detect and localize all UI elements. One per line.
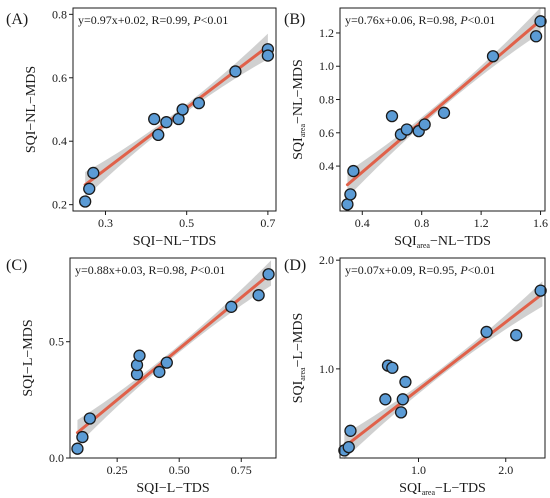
x-tick-label: 1.2 — [474, 216, 489, 230]
panel-label: (C) — [6, 257, 27, 274]
data-point — [400, 123, 413, 136]
data-point — [385, 110, 399, 123]
regression-equation: y=0.88x+0.03, R=0.98, P<0.01 — [75, 263, 225, 277]
y-tick-label: 1.0 — [319, 362, 334, 376]
x-tick-label: 0.50 — [169, 463, 190, 477]
data-point — [160, 356, 173, 369]
x-tick-label: 2.0 — [498, 463, 513, 477]
data-point — [399, 375, 412, 389]
data-point — [341, 198, 354, 211]
x-tick-label: 0.4 — [355, 216, 370, 230]
data-point — [133, 349, 146, 362]
y-tick-label: 1.2 — [319, 26, 334, 40]
data-point — [379, 393, 392, 406]
y-tick-label: 0.5 — [49, 335, 64, 349]
data-point — [225, 300, 238, 313]
x-tick-label: 0.8 — [414, 216, 429, 230]
x-tick-label: 0.5 — [179, 216, 194, 230]
data-point — [261, 49, 275, 62]
data-point — [76, 430, 89, 444]
x-tick-label: 1.6 — [533, 216, 548, 230]
data-point — [386, 361, 399, 374]
data-point — [148, 112, 161, 126]
data-point — [344, 424, 357, 437]
data-point — [83, 182, 96, 195]
panel-label: (B) — [284, 11, 305, 28]
x-axis-label: SQI−L−TDS — [136, 481, 209, 496]
y-tick-label: 0.2 — [52, 198, 67, 212]
data-point — [510, 329, 523, 342]
regression-equation: y=0.76x+0.06, R=0.98, P<0.01 — [345, 13, 495, 27]
data-point — [83, 412, 97, 425]
y-tick-label: 0.8 — [319, 93, 334, 107]
y-tick-label: 1.0 — [319, 59, 334, 73]
regression-line — [345, 18, 543, 187]
data-point — [394, 406, 408, 419]
x-tick-label: 0.25 — [107, 463, 128, 477]
data-point — [176, 103, 189, 116]
data-point — [534, 284, 547, 297]
data-point — [252, 289, 265, 302]
data-point — [529, 30, 543, 43]
x-axis-label: SQIarea−L−TDS — [399, 481, 486, 497]
y-axis-label: SQI−NL−MDS — [24, 66, 39, 153]
data-point — [486, 50, 500, 63]
data-point — [153, 365, 166, 379]
panel-a: 0.3 0.5 0.7 0.2 0.4 0.6 0.8 y=0.97x+0.02, R=0.9… — [6, 7, 277, 249]
plot-frame — [339, 257, 546, 459]
y-tick-label: 0.4 — [52, 134, 67, 148]
data-point — [71, 442, 84, 455]
regression-line — [75, 271, 273, 435]
data-point — [87, 166, 100, 180]
x-tick-label: 0.3 — [98, 216, 113, 230]
data-point — [152, 128, 165, 142]
x-axis-label: SQIarea−NL−TDS — [394, 234, 491, 250]
panel-b: 0.4 0.8 1.2 1.6 0.4 0.6 0.8 1.0 1.2 y=0.76x+0.06,… — [284, 7, 548, 250]
data-point — [396, 393, 409, 406]
data-point — [79, 195, 92, 208]
data-point — [229, 65, 242, 78]
y-axis-label: SQI−L−MDS — [21, 319, 36, 396]
y-axis-label: SQIarea−NL−MDS — [291, 59, 307, 160]
panel-d: 1.0 2.0 1.0 2.0 y=0.07x+0.09, R=0.95, P<0.01… — [284, 253, 547, 497]
data-point — [262, 268, 275, 281]
data-point — [344, 188, 357, 201]
data-point — [192, 97, 206, 110]
y-axis-label: SQIarea−L−MDS — [291, 313, 307, 404]
x-tick-label: 0.75 — [231, 463, 252, 477]
regression-line — [342, 292, 544, 449]
y-tick-label: 0.6 — [319, 126, 334, 140]
x-axis-label: SQI−NL−TDS — [133, 234, 216, 249]
data-point — [534, 15, 547, 28]
data-point — [480, 325, 493, 339]
data-point — [347, 164, 360, 178]
x-tick-label: 0.7 — [260, 216, 275, 230]
panel-label: (D) — [284, 257, 306, 274]
y-tick-label: 0.6 — [52, 71, 67, 85]
plot-frame — [339, 7, 546, 212]
y-tick-label: 0.4 — [319, 159, 334, 173]
regression-equation: y=0.07x+0.09, R=0.95, P<0.01 — [345, 263, 495, 277]
data-point — [342, 440, 355, 454]
x-tick-label: 1.0 — [411, 463, 426, 477]
y-tick-label: 0.8 — [52, 7, 67, 21]
plot-frame — [72, 7, 277, 212]
y-tick-label: 0.0 — [49, 451, 64, 465]
y-tick-label: 2.0 — [319, 253, 334, 267]
panel-c: 0.25 0.50 0.75 0.0 0.5 y=0.88x+0.03, R=0.98, … — [6, 257, 277, 496]
plot-frame — [69, 257, 277, 459]
panel-label: (A) — [6, 11, 28, 28]
data-point — [437, 106, 451, 119]
data-point — [418, 118, 431, 131]
data-point — [160, 116, 173, 129]
regression-equation: y=0.97x+0.02, R=0.99, P<0.01 — [78, 13, 228, 27]
